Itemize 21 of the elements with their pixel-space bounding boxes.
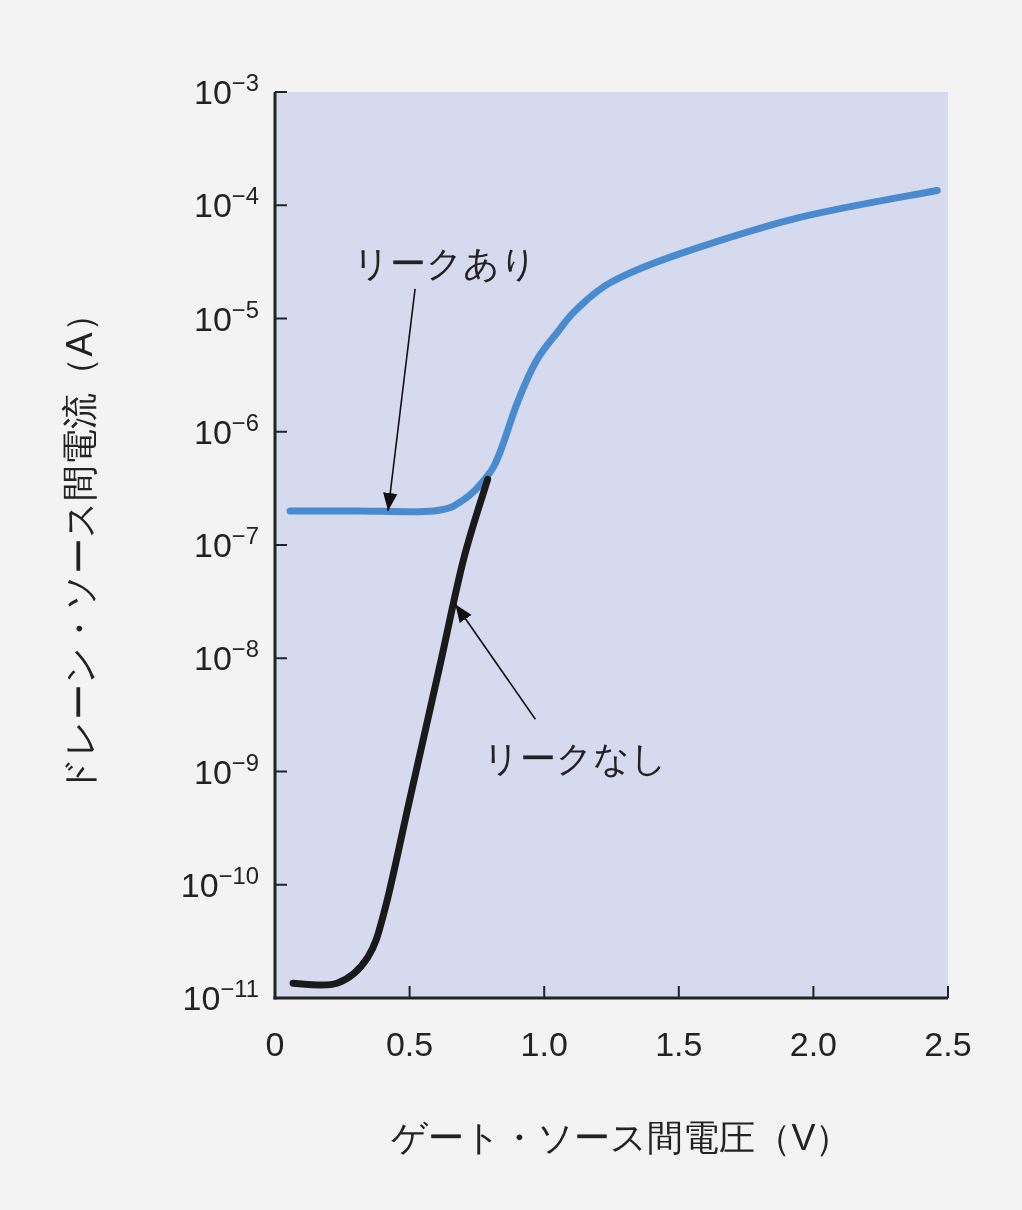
- y-axis-title: ドレーン・ソース間電流（A）: [59, 296, 100, 794]
- annotation: リークなし: [454, 603, 668, 780]
- y-tick-label: 10$^{−6}$: [194, 408, 259, 451]
- y-tick-label: 10$^{−8}$: [194, 634, 259, 678]
- x-tick-label: 1.0: [520, 1025, 568, 1063]
- y-tick-label: 10$^{−7}$: [194, 521, 259, 564]
- y-tick-label: 10$^{−10}$: [180, 861, 259, 904]
- x-tick-label: 2.5: [924, 1025, 972, 1063]
- x-axis-title: ゲート・ソース間電圧（V）: [391, 1117, 852, 1158]
- y-tick-label: 10$^{−9}$: [194, 748, 259, 791]
- x-tick-label: 1.5: [655, 1025, 703, 1063]
- y-tick-label: 10$^{−4}$: [194, 181, 259, 225]
- annotation: リークあり: [353, 242, 538, 512]
- y-tick-label: 10$^{−3}$: [194, 68, 259, 111]
- y-tick-label: 10$^{−5}$: [194, 295, 259, 338]
- x-tick-label: 0: [265, 1025, 285, 1063]
- annotation: リークあり: [353, 242, 538, 284]
- x-tick-label: 0.5: [385, 1025, 434, 1063]
- y-tick-label: 10$^{−11}$: [182, 974, 259, 1017]
- x-tick-label: 2.0: [789, 1025, 838, 1063]
- annotation: リークなし: [483, 738, 668, 780]
